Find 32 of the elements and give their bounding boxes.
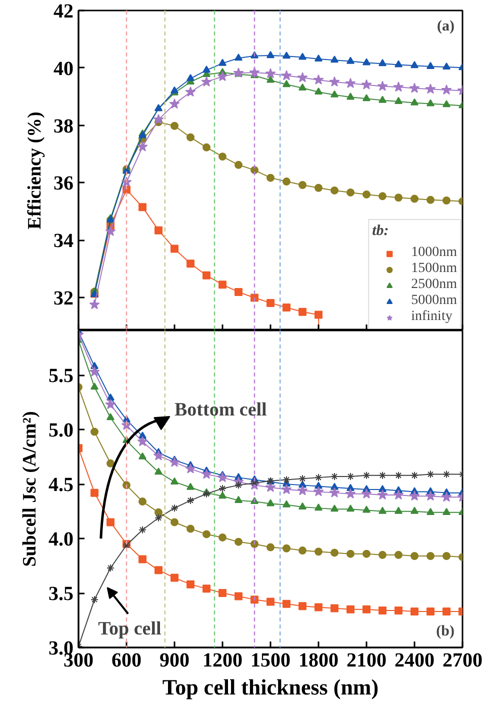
x-tick-label: 1500 [250,650,290,672]
y-tick-label: 4.5 [48,474,74,496]
x-tick-label: 900 [160,650,190,672]
x-tick-label: 1200 [202,650,242,672]
annotation: Top cell [98,618,162,640]
x-tick-label: 2100 [346,650,386,672]
annotation: (a) [437,18,455,34]
x-tick-label: 1800 [298,650,338,672]
y-tick-label: 38 [54,115,74,138]
y-tick-label: 32 [54,287,74,310]
annotation: Bottom cell [174,400,267,421]
legend-label: 1500nm [411,261,457,277]
y-tick-label: 36 [54,172,74,195]
x-axis-title: Top cell thickness (nm) [162,674,379,700]
legend-label: 5000nm [411,293,457,309]
y-tick-label: 42 [54,0,74,22]
y-tick-label: 5.5 [48,365,74,388]
y-tick-label: 5.0 [48,420,74,442]
y-tick-label: 4.0 [48,528,74,551]
x-tick-label: 2400 [394,650,434,672]
y-axis-title: Subcell Jsc (A/cm²) [20,411,40,567]
y-tick-label: 3.5 [48,583,74,606]
y-axis-title: Efficiency (%) [24,112,46,230]
x-tick-label: 2700 [442,650,482,672]
y-tick-label: 40 [54,58,74,80]
x-tick-label: 600 [112,650,142,672]
legend-label: 2500nm [411,277,457,293]
annotation: (b) [436,624,455,640]
legend-title: tb: [372,223,390,240]
legend-label: infinity [411,309,452,325]
legend-label: 1000nm [411,245,457,261]
y-tick-label: 34 [54,230,74,252]
